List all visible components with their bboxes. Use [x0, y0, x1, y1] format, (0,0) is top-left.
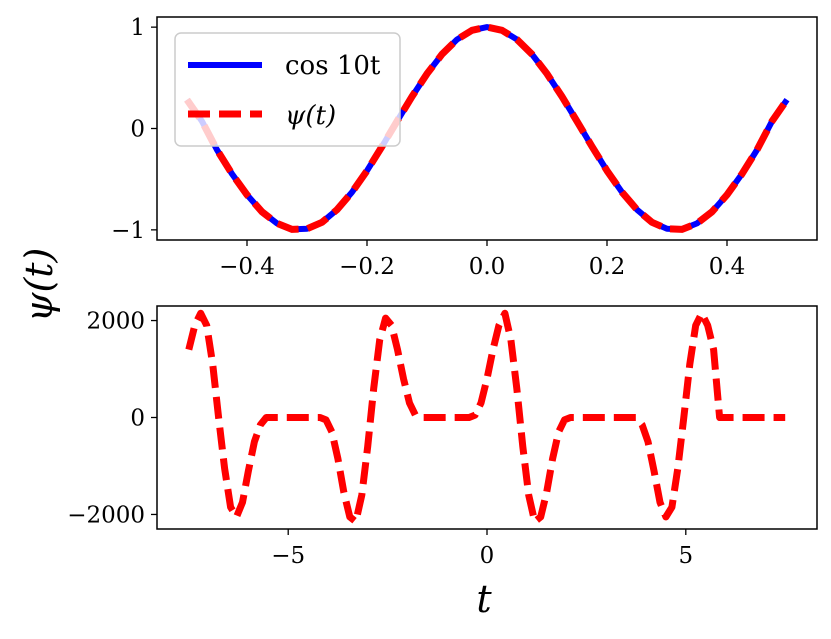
- top-series-1-line: [184, 23, 790, 233]
- bottom-xtick-label: −5: [271, 543, 305, 569]
- top-panel: −0.4 −0.2 0.0 0.2 0.4 −1 0 1 cos 10t ψ(t): [111, 15, 818, 280]
- legend-box: [174, 32, 401, 147]
- top-xtick-label: 0.0: [469, 254, 506, 280]
- top-axis-ticks: −0.4 −0.2 0.0 0.2 0.4 −1 0 1: [111, 15, 745, 280]
- top-legend: cos 10t ψ(t): [174, 32, 401, 147]
- bottom-ytick-label: 0: [130, 406, 145, 432]
- top-xtick-label: 0.4: [709, 254, 746, 280]
- top-ytick-label: 1: [130, 15, 145, 41]
- bottom-ytick-label: −2000: [67, 502, 145, 528]
- bottom-panel: −5 0 5 −2000 0 2000: [67, 305, 818, 569]
- figure-ylabel: ψ(t): [17, 248, 61, 323]
- legend-psi-label: ψ(t): [285, 101, 336, 131]
- bottom-ytick-label: 2000: [86, 309, 145, 335]
- top-axes-frame: [156, 16, 818, 241]
- figure-xlabel: t: [476, 577, 492, 621]
- bottom-axes-frame: [156, 305, 818, 530]
- legend-cos-label: cos 10t: [285, 51, 381, 81]
- top-plot-lines: [184, 23, 790, 233]
- top-xtick-label: −0.4: [219, 254, 275, 280]
- bottom-xtick-label: 0: [480, 543, 495, 569]
- bottom-series-0-line: [185, 309, 786, 526]
- top-xtick-label: 0.2: [589, 254, 626, 280]
- top-xtick-label: −0.2: [339, 254, 395, 280]
- top-ytick-label: −1: [111, 218, 145, 244]
- top-ytick-label: 0: [130, 117, 145, 143]
- bottom-plot-lines: [185, 309, 786, 526]
- bottom-axis-ticks: −5 0 5 −2000 0 2000: [67, 309, 693, 569]
- bottom-xtick-label: 5: [678, 543, 693, 569]
